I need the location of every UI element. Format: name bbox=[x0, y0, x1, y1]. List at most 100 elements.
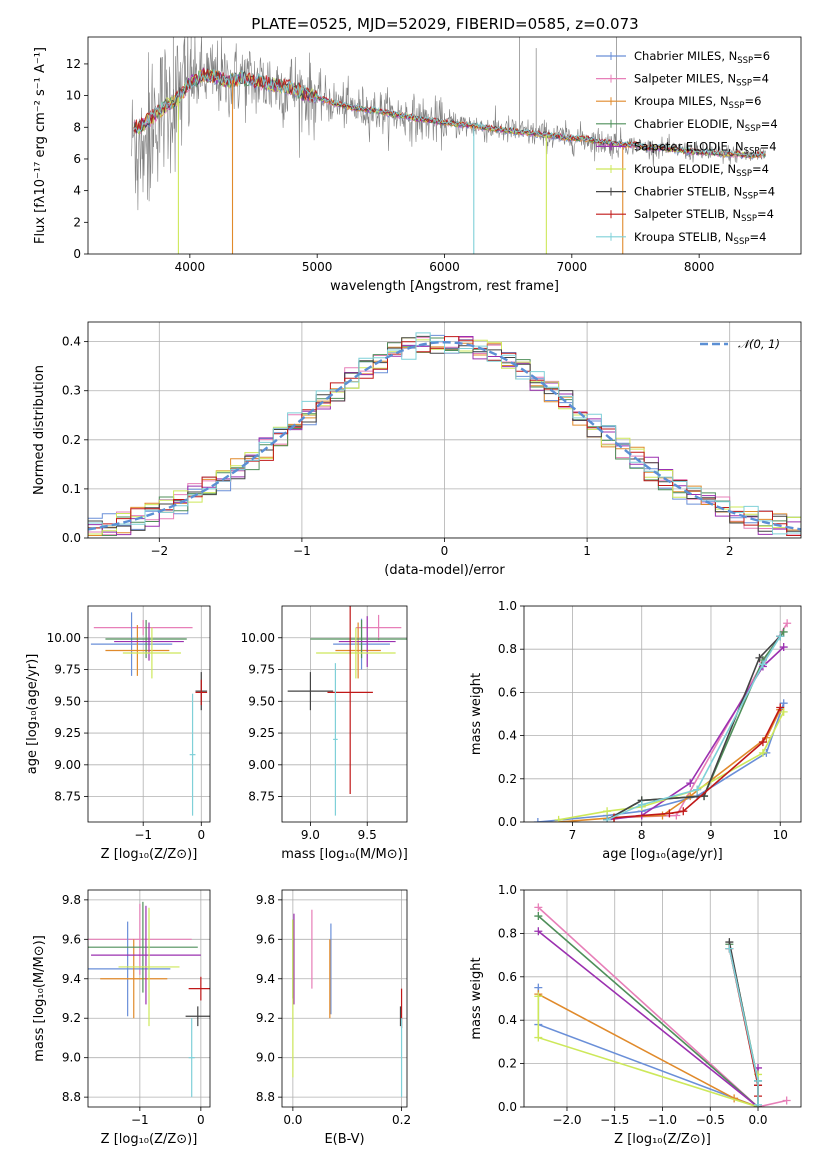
y-tick-label: 2 bbox=[73, 215, 81, 229]
x-tick-label: 2 bbox=[726, 544, 734, 558]
y-axis-label: mass [log₁₀(M/M⊙)] bbox=[32, 935, 47, 1062]
x-tick-label: 6000 bbox=[429, 260, 460, 274]
x-axis-label: age [log₁₀(age/yr)] bbox=[602, 847, 723, 862]
axes-frame bbox=[281, 605, 408, 823]
axes-frame bbox=[523, 889, 802, 1108]
series-kroupa-stelib bbox=[725, 944, 763, 1107]
y-tick-label: 4 bbox=[73, 184, 81, 198]
y-tick-label: 9.8 bbox=[256, 893, 275, 907]
x-tick-label: 9.0 bbox=[301, 828, 320, 842]
errorbar-point bbox=[88, 901, 198, 993]
legend-label: Kroupa STELIB, NSSP=4 bbox=[634, 230, 766, 247]
x-tick-label: 10 bbox=[773, 828, 788, 842]
y-tick-label: 0.8 bbox=[498, 926, 517, 940]
axes-frame bbox=[87, 889, 211, 1108]
panel-residuals: −2 −1 0 1 2 0.0 0.1 0.2 0.3 0.4 (data-model)/error… bbox=[32, 321, 802, 578]
y-tick-label: 0.1 bbox=[62, 482, 81, 496]
y-tick-label: 0.4 bbox=[62, 335, 81, 349]
series-marker bbox=[779, 707, 788, 716]
y-tick-label: 8.8 bbox=[62, 1090, 81, 1104]
y-tick-label: 0.0 bbox=[498, 815, 517, 829]
y-axis-label: Flux [fλ10⁻¹⁷ erg cm⁻² s⁻¹ A⁻¹] bbox=[33, 47, 48, 244]
series-marker bbox=[758, 738, 767, 747]
axes-frame bbox=[87, 36, 802, 255]
series-marker bbox=[758, 660, 767, 669]
legend-label: Salpeter MILES, NSSP=4 bbox=[634, 72, 769, 89]
x-axis-label: mass [log₁₀(M/M⊙)] bbox=[281, 847, 408, 862]
legend-label: 𝒩(0, 1) bbox=[738, 337, 780, 351]
errorbar-point bbox=[100, 939, 168, 1019]
x-tick-label: −1 bbox=[293, 544, 311, 558]
y-axis-label: Normed distribution bbox=[32, 365, 47, 495]
y-axis-label: age [log₁₀(age/yr)] bbox=[25, 654, 40, 775]
series-marker bbox=[534, 912, 543, 921]
series-marker bbox=[776, 632, 785, 641]
series-marker bbox=[637, 800, 646, 809]
errorbar-point bbox=[287, 672, 334, 711]
y-tick-label: 0.0 bbox=[62, 531, 81, 545]
panel-mass_vs_ebv: 0.0 0.2 8.8 9.0 9.2 9.4 9.6 9.8 E(B-V) bbox=[256, 889, 411, 1147]
y-tick-label: 9.6 bbox=[256, 932, 275, 946]
y-tick-label: 9.25 bbox=[54, 726, 81, 740]
errorbar-point bbox=[310, 619, 407, 659]
series-marker bbox=[603, 807, 612, 816]
series-salpeter-miles bbox=[610, 619, 792, 822]
x-tick-label: 5000 bbox=[302, 260, 333, 274]
x-tick-label: 0.2 bbox=[392, 1113, 411, 1127]
legend: 𝒩(0, 1) bbox=[700, 337, 780, 351]
series-marker bbox=[783, 619, 792, 628]
x-tick-label: 0 bbox=[197, 1113, 205, 1127]
series-marker bbox=[686, 779, 695, 788]
series-line bbox=[537, 702, 785, 822]
y-tick-label: 9.75 bbox=[54, 663, 81, 677]
series-marker bbox=[782, 1096, 791, 1105]
y-tick-label: 9.0 bbox=[62, 1051, 81, 1065]
series-kroupa-miles bbox=[554, 705, 785, 822]
panel-weight_vs_Z: −2.0 −1.5 −1.0 −0.5 0.0 0.0 0.2 0.4 0.6 0.8 1.0 Z [… bbox=[469, 883, 802, 1147]
errorbar-point bbox=[335, 622, 381, 679]
plot-area bbox=[88, 606, 210, 822]
errorbar-point bbox=[316, 627, 396, 679]
series-marker bbox=[779, 699, 788, 708]
y-tick-label: 8.8 bbox=[256, 1090, 275, 1104]
series-line bbox=[537, 930, 759, 1107]
errorbar-point bbox=[91, 905, 201, 1005]
series-marker bbox=[533, 818, 542, 822]
y-tick-label: 12 bbox=[66, 57, 81, 71]
series-marker bbox=[658, 811, 667, 820]
x-tick-label: 0.0 bbox=[283, 1113, 302, 1127]
plot-area bbox=[282, 890, 407, 1107]
y-axis-label: mass weight bbox=[469, 957, 484, 1039]
legend-label: Chabrier ELODIE, NSSP=4 bbox=[634, 117, 778, 134]
series-marker bbox=[779, 643, 788, 652]
axes-frame bbox=[523, 605, 802, 823]
grid-lines bbox=[282, 606, 407, 822]
series-kroupa-stelib bbox=[603, 632, 785, 822]
series-marker bbox=[554, 815, 563, 822]
series-marker bbox=[603, 815, 612, 822]
series-line bbox=[606, 635, 781, 821]
series-salpeter-elodie bbox=[534, 927, 763, 1107]
errorbar-point bbox=[122, 627, 181, 679]
y-tick-label: 1.0 bbox=[498, 883, 517, 897]
errorbar-point bbox=[105, 625, 170, 676]
x-tick-label: 8 bbox=[638, 828, 646, 842]
y-tick-label: 8 bbox=[73, 120, 81, 134]
series-marker bbox=[779, 627, 788, 636]
y-tick-label: 0.6 bbox=[498, 970, 517, 984]
errorbar-point bbox=[88, 903, 192, 975]
y-tick-label: 0.4 bbox=[498, 1013, 517, 1027]
errorbar-point bbox=[338, 616, 396, 667]
errorbar-point bbox=[114, 622, 184, 661]
errorbar-point bbox=[185, 1006, 210, 1027]
y-tick-label: 0.0 bbox=[498, 1100, 517, 1114]
axes-frame bbox=[87, 605, 211, 823]
chart-title: PLATE=0525, MJD=52029, FIBERID=0585, z=0… bbox=[251, 15, 638, 33]
y-tick-label: 1.0 bbox=[498, 599, 517, 613]
y-tick-label: 9.6 bbox=[62, 932, 81, 946]
x-tick-label: 7000 bbox=[557, 260, 588, 274]
legend-label: Chabrier MILES, NSSP=6 bbox=[634, 49, 770, 66]
legend: Chabrier MILES, NSSP=6 Salpeter MILES, NS… bbox=[596, 49, 778, 247]
x-tick-label: 4000 bbox=[175, 260, 206, 274]
y-tick-label: 9.2 bbox=[256, 1011, 275, 1025]
